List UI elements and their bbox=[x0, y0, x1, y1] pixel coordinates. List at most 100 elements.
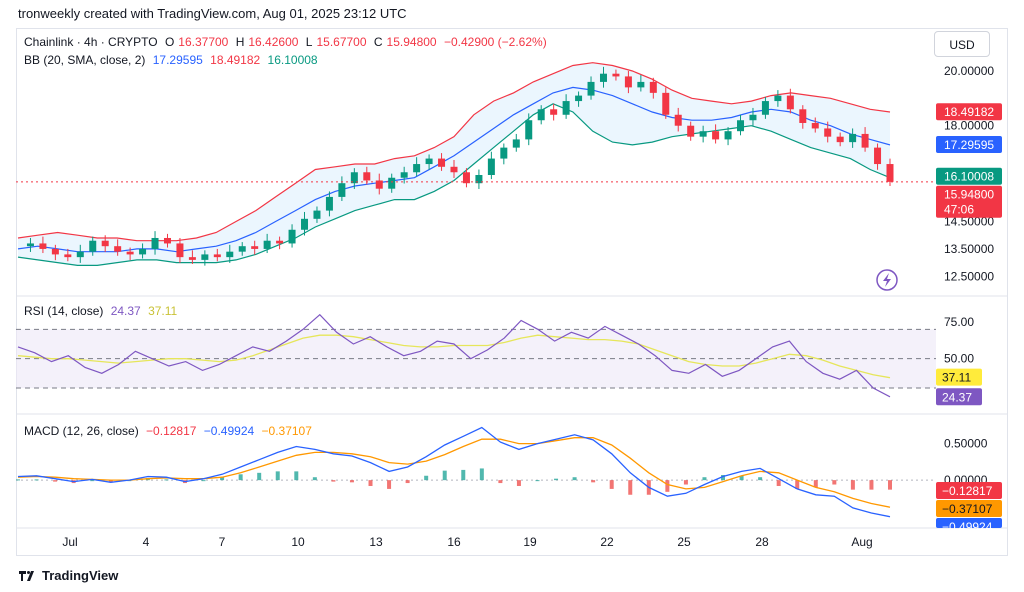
countdown-label: 47:06 bbox=[944, 203, 974, 217]
macd-histogram-bar bbox=[628, 480, 633, 495]
chart-header: tronweekly created with TradingView.com,… bbox=[18, 6, 407, 21]
macd-histogram-bar bbox=[424, 475, 429, 481]
price-axis-tick-label: 14.50000 bbox=[944, 215, 994, 229]
macd-line-value: −0.49924 bbox=[203, 424, 255, 438]
rsi-line bbox=[17, 313, 891, 398]
lightning-icon-bolt bbox=[883, 273, 891, 287]
time-axis-tick-label: Aug bbox=[851, 535, 872, 549]
tradingview-label: TradingView bbox=[42, 568, 119, 583]
symbol-label[interactable]: Chainlink · 4h · CRYPTO bbox=[24, 35, 158, 49]
macd-histogram-bar bbox=[776, 480, 781, 486]
candle-body bbox=[861, 133, 869, 148]
tradingview-logo-icon bbox=[19, 570, 34, 581]
macd-histogram-bar bbox=[53, 480, 58, 482]
chart-frame bbox=[16, 28, 1008, 556]
candle-body bbox=[425, 158, 433, 165]
macd-histogram-bar bbox=[349, 480, 354, 483]
candle-body bbox=[51, 248, 59, 255]
candle-body bbox=[338, 183, 346, 197]
price-axis-tick-label: 12.50000 bbox=[944, 269, 994, 283]
candle-body bbox=[587, 81, 595, 96]
candle-body bbox=[375, 180, 383, 189]
macd-histogram-bar bbox=[739, 475, 744, 481]
rsi-ma-value: 37.11 bbox=[148, 304, 178, 318]
candle-body bbox=[761, 101, 769, 115]
candle-body bbox=[26, 243, 34, 247]
candle-body bbox=[350, 172, 358, 184]
macd-legend: MACD (12, 26, close) −0.12817 −0.49924 −… bbox=[24, 424, 316, 438]
macd-label-box bbox=[936, 482, 1002, 499]
rsi-ma-line bbox=[17, 334, 891, 379]
macd-label-box bbox=[936, 518, 1002, 528]
candle-body bbox=[612, 73, 620, 77]
candle-body bbox=[313, 210, 321, 219]
macd-histogram-bar bbox=[238, 474, 243, 481]
rsi-axis-tick-label: 75.00 bbox=[944, 315, 974, 329]
candle-body bbox=[662, 92, 670, 115]
macd-signal-line bbox=[17, 437, 891, 508]
macd-histogram-bar bbox=[721, 475, 726, 481]
macd-histogram-bar bbox=[34, 479, 39, 481]
rsi-label-box bbox=[936, 388, 982, 406]
candle-body bbox=[226, 251, 234, 258]
candle-body bbox=[749, 114, 757, 121]
bb-lower-value: 16.10008 bbox=[267, 53, 318, 67]
macd-axis-tick-label: 0.50000 bbox=[944, 437, 988, 451]
price-label-box bbox=[936, 167, 1002, 185]
macd-label-box bbox=[936, 500, 1002, 517]
macd-histogram-bar bbox=[405, 480, 410, 484]
candle-body bbox=[537, 109, 545, 121]
lightning-icon bbox=[876, 269, 898, 291]
macd-histogram-bar bbox=[832, 480, 837, 485]
candle-body bbox=[737, 120, 745, 132]
candle-body bbox=[301, 218, 309, 230]
currency-button[interactable]: USD bbox=[934, 31, 990, 57]
macd-hist-value: −0.12817 bbox=[146, 424, 197, 438]
price-axis-tick-label: 18.00000 bbox=[944, 119, 994, 133]
candle-body bbox=[89, 240, 97, 252]
bb-label[interactable]: BB (20, SMA, close, 2) bbox=[24, 53, 146, 67]
macd-histogram-bar bbox=[442, 470, 447, 481]
candle-body bbox=[288, 229, 296, 244]
candle-body bbox=[114, 246, 122, 252]
rsi-ma-label-box bbox=[936, 368, 982, 386]
bb-legend: BB (20, SMA, close, 2) 17.29595 18.49182… bbox=[24, 53, 322, 67]
time-axis-tick-label: 10 bbox=[291, 535, 305, 549]
candle-body bbox=[363, 172, 371, 181]
macd-histogram-bar bbox=[758, 477, 763, 481]
time-axis-tick-label: 7 bbox=[219, 535, 226, 549]
candle-body bbox=[64, 254, 72, 258]
tradingview-brand[interactable]: TradingView bbox=[18, 568, 118, 583]
price-axis-tick-label: 20.00000 bbox=[944, 64, 994, 78]
candle-body bbox=[176, 243, 184, 258]
macd-histogram-bar bbox=[850, 480, 855, 490]
macd-label[interactable]: MACD (12, 26, close) bbox=[24, 424, 139, 438]
macd-label-text: −0.49924 bbox=[942, 520, 993, 534]
macd-histogram-bar bbox=[312, 477, 317, 481]
rsi-value: 24.37 bbox=[110, 304, 141, 318]
price-label-box bbox=[936, 103, 1002, 121]
candle-body bbox=[101, 240, 109, 247]
price-label-box bbox=[936, 185, 1002, 218]
candle-body bbox=[276, 240, 284, 244]
candle-body bbox=[699, 131, 707, 137]
bb-upper-value: 18.49182 bbox=[210, 53, 261, 67]
candle-body bbox=[637, 81, 645, 88]
macd-signal-value: −0.37107 bbox=[261, 424, 312, 438]
macd-histogram-bar bbox=[795, 480, 800, 489]
candle-body bbox=[39, 243, 47, 249]
candle-body bbox=[724, 131, 732, 140]
price-label-box bbox=[936, 135, 1002, 153]
rsi-legend: RSI (14, close) 24.37 37.11 bbox=[24, 304, 181, 318]
rsi-label[interactable]: RSI (14, close) bbox=[24, 304, 104, 318]
candle-body bbox=[575, 95, 583, 102]
candle-body bbox=[251, 246, 259, 249]
macd-histogram-bar bbox=[591, 480, 596, 483]
time-axis-tick-label: 28 bbox=[755, 535, 769, 549]
candle-body bbox=[786, 95, 794, 110]
price-axis-tick-label: 13.50000 bbox=[944, 242, 994, 256]
macd-histogram-bar bbox=[554, 478, 559, 481]
candle-body bbox=[238, 246, 246, 252]
candle-body bbox=[462, 172, 470, 184]
